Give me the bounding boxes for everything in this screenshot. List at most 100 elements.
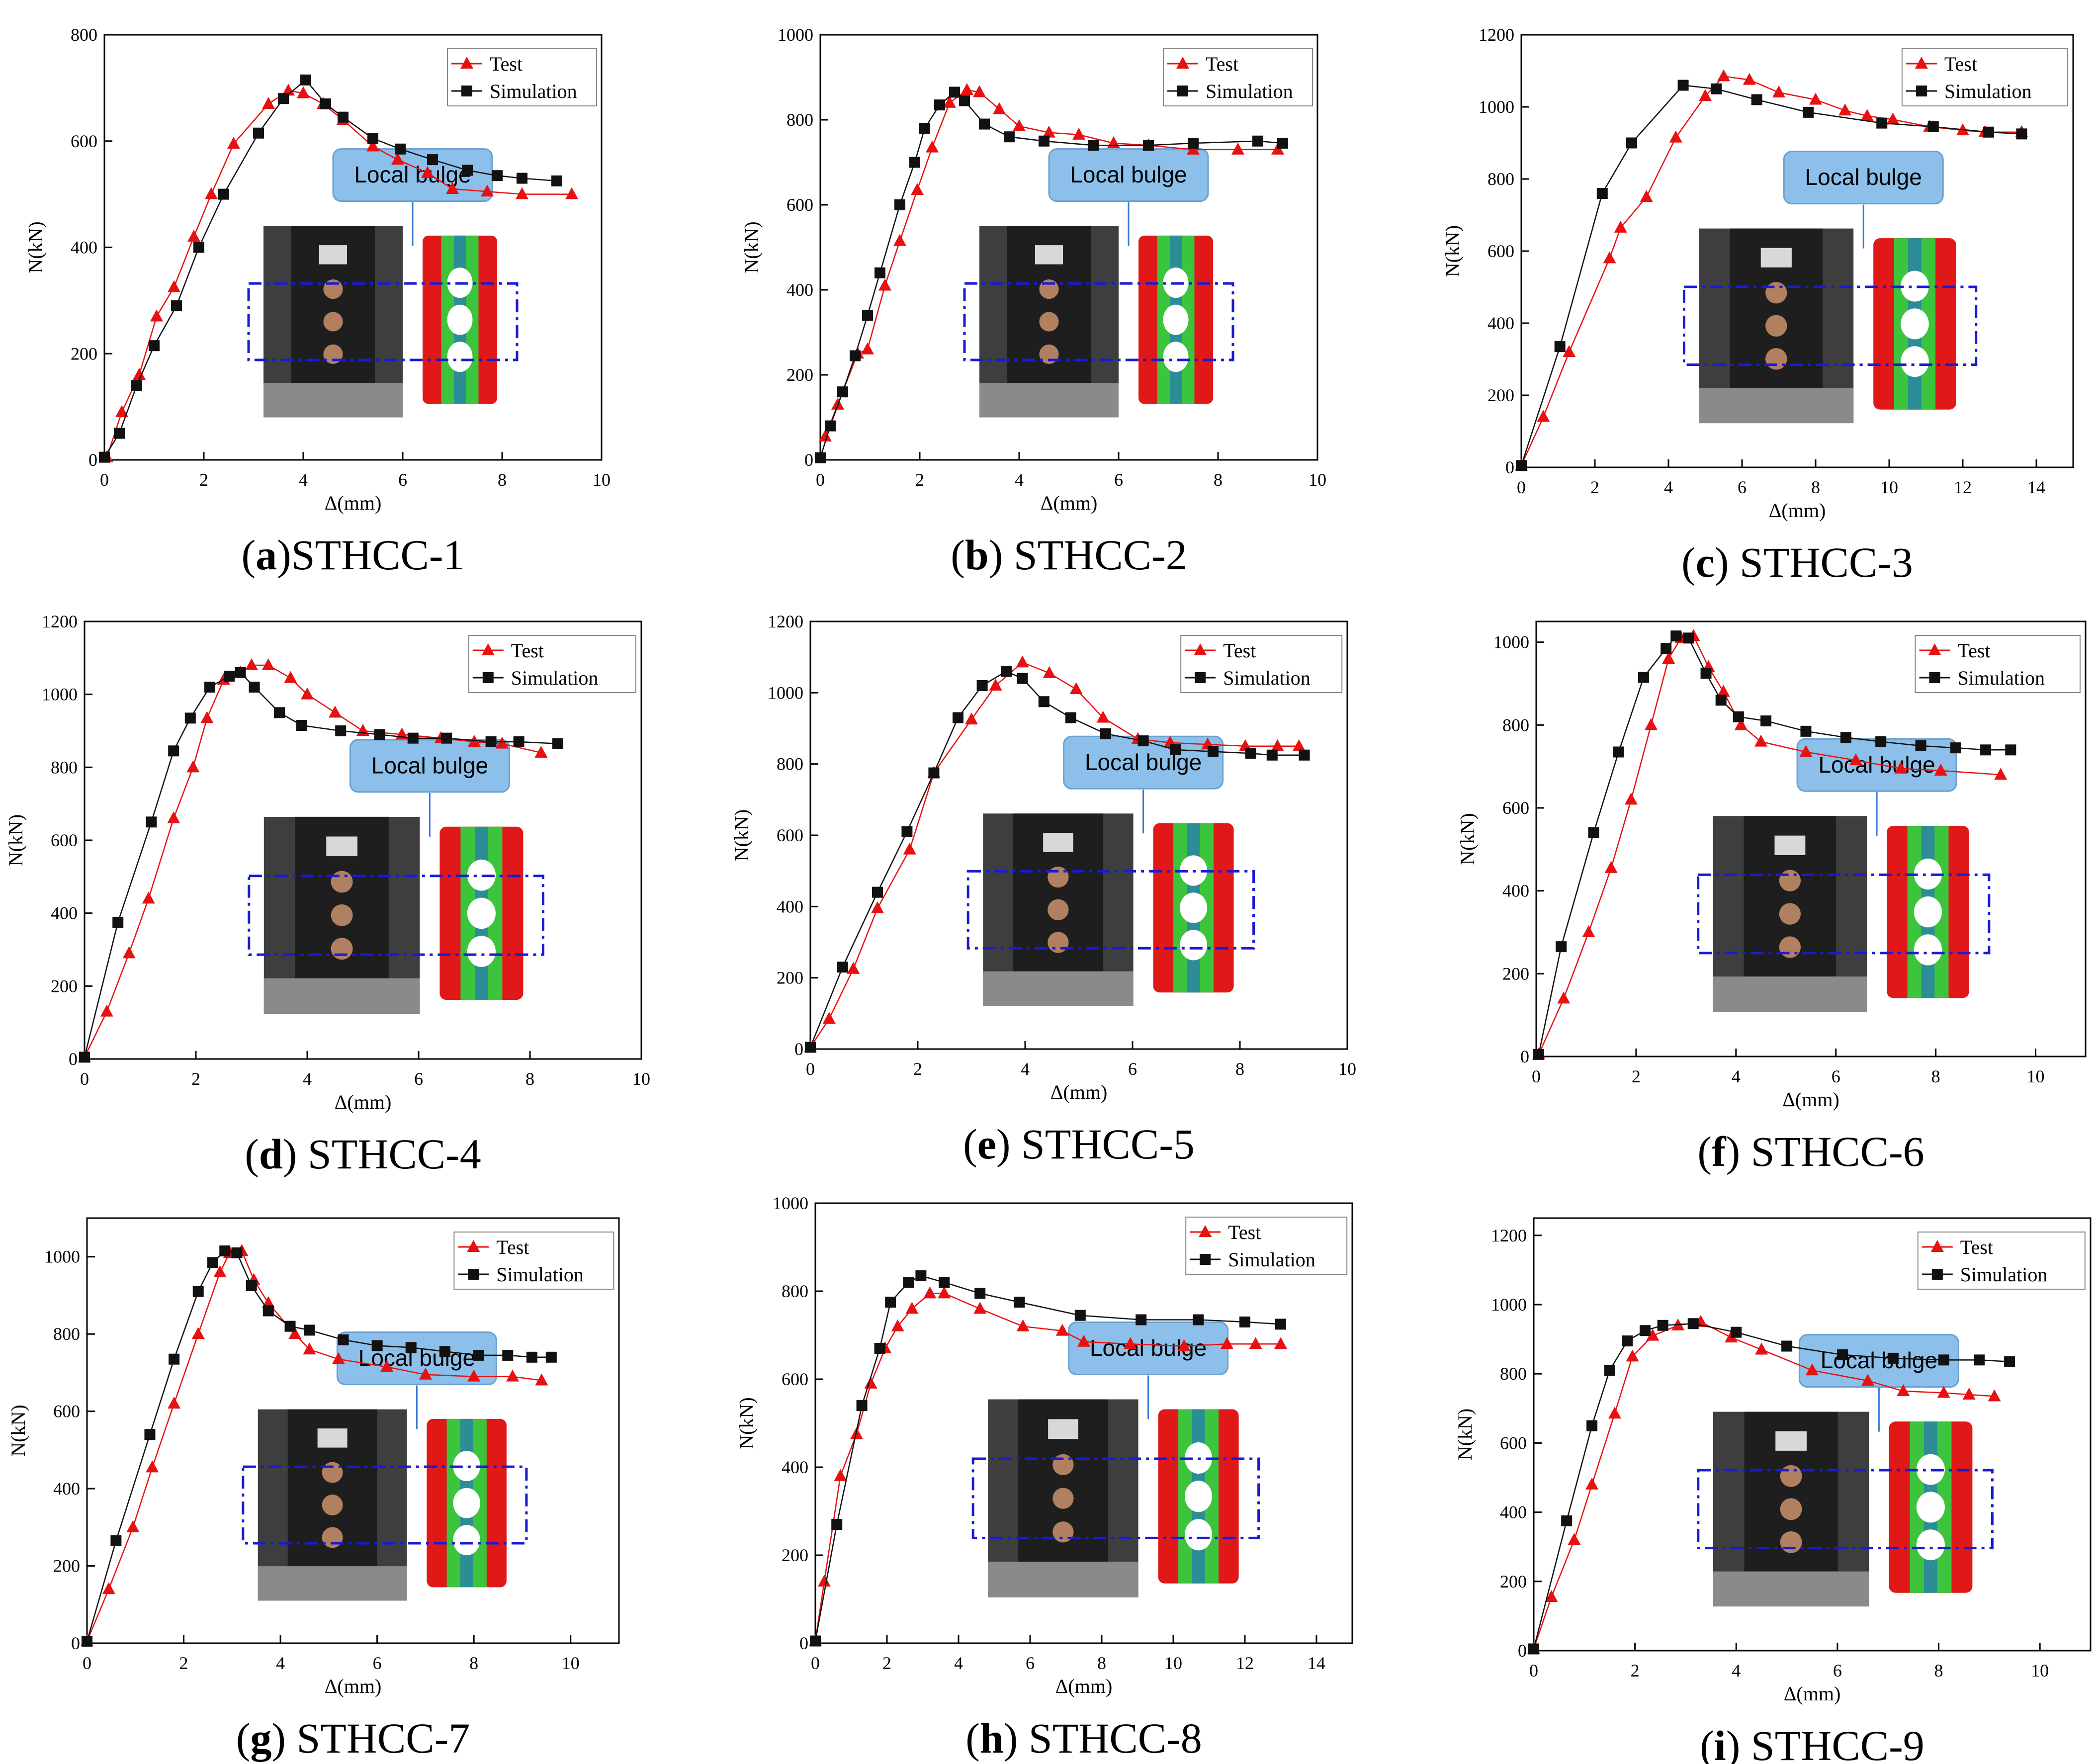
y-tick-label: 200 (782, 1545, 808, 1565)
simulation-marker (1661, 643, 1672, 654)
test-marker (535, 1373, 548, 1386)
callout-box (349, 739, 510, 793)
simulation-marker (1556, 941, 1567, 953)
simulation-marker (2004, 1356, 2015, 1367)
simulation-marker (974, 1288, 986, 1299)
photo-label-card (319, 245, 347, 265)
y-tick-label: 800 (51, 757, 78, 777)
simulation-marker (1700, 668, 1712, 679)
test-marker (1755, 1342, 1768, 1355)
y-tick-label: 600 (1502, 798, 1529, 818)
simulation-marker (1677, 80, 1689, 91)
legend-box (1180, 635, 1343, 693)
test-marker (943, 95, 956, 108)
y-tick-label: 1000 (773, 1193, 808, 1213)
legend-test-marker (481, 643, 495, 655)
test-marker (1013, 119, 1026, 131)
y-tick-label: 1000 (768, 683, 803, 703)
panel-caption: (g) STHCC-7 (236, 1714, 470, 1762)
legend-simulation-marker (1931, 1269, 1943, 1280)
fe-hole (1901, 308, 1929, 340)
y-tick-label: 200 (1487, 385, 1514, 405)
y-tick-label: 0 (1520, 1047, 1529, 1066)
simulation-marker (1887, 1352, 1899, 1364)
y-tick-label: 0 (1505, 457, 1514, 477)
panel-caption: (c) STHCC-3 (1681, 538, 1913, 586)
test-marker (245, 658, 258, 670)
test-marker (366, 139, 379, 152)
test-line (1538, 635, 2001, 1055)
fe-hole (447, 342, 473, 372)
x-tick-label: 6 (1114, 470, 1123, 490)
simulation-marker (320, 98, 331, 109)
chart-panel: 0 2 4 6 8 10 0 200 400 600 800 1000 Δ(mm) N(kN) Local … (740, 25, 1326, 579)
simulation-marker (513, 736, 524, 747)
test-marker (262, 96, 275, 109)
legend-box (468, 635, 636, 693)
test-marker (506, 1369, 519, 1382)
test-marker (819, 429, 832, 441)
test-marker (911, 183, 924, 195)
test-marker (1669, 130, 1682, 143)
test-marker (1016, 655, 1029, 668)
fe-hole (453, 1488, 480, 1518)
test-marker (332, 1352, 345, 1364)
simulation-marker (1137, 735, 1149, 747)
x-tick-label: 4 (303, 1069, 312, 1089)
caption-name: STHCC-2 (1014, 531, 1187, 579)
y-tick-label: 1200 (42, 612, 78, 631)
simulation-marker (1208, 746, 1219, 757)
simulation-marker (903, 1277, 914, 1288)
simulation-marker (874, 267, 885, 278)
y-tick-label: 800 (787, 110, 813, 130)
photo-hole (1048, 866, 1069, 888)
simulation-marker (1596, 188, 1608, 199)
test-marker (891, 1319, 904, 1331)
test-marker (168, 1397, 181, 1409)
legend-test-marker (1194, 643, 1207, 655)
y-axis-label: N(kN) (730, 809, 753, 861)
test-marker (122, 946, 136, 959)
caption-name: STHCC-8 (1029, 1714, 1202, 1762)
legend-test-marker (1176, 57, 1189, 69)
x-tick-label: 4 (1732, 1661, 1741, 1680)
y-tick-label: 1000 (1493, 632, 1529, 652)
y-tick-label: 1000 (778, 25, 813, 45)
x-tick-label: 0 (83, 1653, 91, 1673)
test-marker (1563, 345, 1576, 357)
panel-caption: (e) STHCC-5 (963, 1120, 1195, 1168)
x-tick-label: 4 (1021, 1059, 1030, 1079)
caption-letter: h (980, 1714, 1004, 1762)
x-tick-label: 12 (1954, 477, 1972, 497)
fe-hole (453, 1525, 480, 1556)
simulation-marker (1938, 1354, 1949, 1366)
simulation-marker (1760, 715, 1772, 726)
caption-name: STHCC-6 (1751, 1128, 1924, 1175)
simulation-marker (1622, 1335, 1633, 1347)
test-marker (1096, 710, 1110, 723)
test-marker (1608, 1407, 1621, 1419)
callout-label: Local bulge (371, 752, 488, 778)
simulation-marker (885, 1297, 896, 1308)
y-tick-label: 1000 (44, 1247, 80, 1267)
legend-simulation-marker (468, 1269, 479, 1280)
chart-panel: 0 2 4 6 8 10 0 200 400 600 800 1000 1200 Δ(mm) N(kN) Lo… (730, 612, 1356, 1168)
test-marker (989, 679, 1002, 691)
photo-hole (1765, 282, 1787, 304)
test-marker (973, 85, 986, 97)
legend-simulation-label: Simulation (1228, 1248, 1315, 1271)
simulation-line (84, 672, 558, 1058)
caption-close: ) (989, 531, 1014, 579)
simulation-marker (1586, 1420, 1598, 1431)
x-tick-label: 0 (806, 1059, 815, 1079)
legend-simulation-marker (461, 86, 472, 96)
legend-simulation-marker (1916, 86, 1927, 96)
simulation-marker (915, 1270, 927, 1282)
test-marker (167, 811, 180, 823)
caption-name: STHCC-4 (308, 1130, 481, 1178)
test-marker (565, 187, 578, 199)
y-axis-label: N(kN) (1441, 225, 1464, 277)
simulation-marker (1136, 1314, 1147, 1325)
caption-close: ) (271, 1714, 296, 1762)
plot-frame (1535, 620, 2087, 1058)
